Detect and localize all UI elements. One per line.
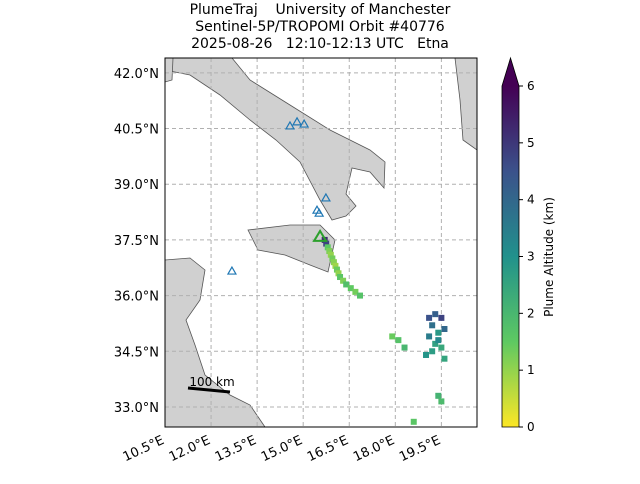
colorbar-fill bbox=[502, 86, 519, 427]
plume-pixel bbox=[330, 259, 337, 266]
grid bbox=[164, 58, 477, 427]
colorbar-tick-label: 1 bbox=[527, 363, 535, 377]
plume-pixel bbox=[438, 398, 445, 405]
plume-pixel bbox=[352, 288, 359, 295]
plume-pixel bbox=[347, 285, 354, 292]
colorbar-tick-label: 5 bbox=[527, 136, 535, 150]
colorbar-tick-label: 6 bbox=[527, 79, 535, 93]
plume-pixel bbox=[438, 314, 445, 321]
plume-pixel bbox=[441, 355, 448, 362]
plot-frame bbox=[164, 57, 478, 428]
plume-pixel bbox=[426, 314, 433, 321]
volcano-marker bbox=[284, 120, 296, 130]
plume-pixel bbox=[335, 270, 342, 277]
y-tick-label: 42.0°N bbox=[114, 67, 159, 82]
plume-pixel bbox=[340, 277, 347, 284]
volcano-marker bbox=[299, 118, 310, 128]
y-tick-label: 37.5°N bbox=[114, 234, 159, 249]
plume-pixel bbox=[423, 351, 430, 358]
plume-pixel bbox=[327, 251, 334, 258]
plume-pixel bbox=[324, 244, 331, 251]
plume-pixel bbox=[435, 392, 442, 399]
title-line: PlumeTraj University of Manchester bbox=[190, 2, 451, 18]
x-tick-label: 10.5°E bbox=[121, 433, 167, 465]
x-tick-label: 15.0°E bbox=[259, 433, 305, 465]
colorbar-tick-label: 0 bbox=[527, 420, 535, 434]
x-tick-label: 13.5°E bbox=[213, 433, 259, 465]
volcano-marker bbox=[320, 192, 331, 202]
colorbar-tick-label: 4 bbox=[527, 193, 535, 207]
plume-pixel bbox=[326, 248, 333, 255]
plume-pixel bbox=[435, 329, 442, 336]
colorbar: 0 1 2 3 4 5 6 bbox=[501, 56, 535, 434]
y-tick-label: 40.5°N bbox=[114, 123, 159, 138]
plume-pixel bbox=[429, 348, 436, 355]
scale-bar-label: 100 km bbox=[189, 375, 234, 389]
y-tick-label: 39.0°N bbox=[114, 178, 159, 193]
volcano-marker bbox=[292, 116, 303, 126]
x-tick-label: 19.5°E bbox=[397, 433, 443, 465]
volcano-marker bbox=[226, 265, 237, 275]
plume-pixel bbox=[432, 340, 439, 347]
plume-pixel bbox=[432, 311, 439, 318]
volcano-marker bbox=[314, 207, 325, 217]
y-tick-label: 36.0°N bbox=[114, 290, 159, 305]
colorbar-tick-label: 2 bbox=[527, 306, 535, 320]
plume-pixel bbox=[333, 266, 340, 273]
plume-pixel bbox=[343, 281, 350, 288]
title-line: 2025-08-26 12:10-12:13 UTC Etna bbox=[191, 36, 449, 52]
plume-pixel bbox=[410, 418, 417, 425]
x-tick-label: 18.0°E bbox=[351, 433, 397, 465]
plume-pixel bbox=[357, 292, 363, 299]
plume-pixel bbox=[329, 255, 336, 262]
colorbar-tick-label: 3 bbox=[527, 250, 535, 264]
plume-pixel bbox=[429, 322, 436, 329]
plume-pixel bbox=[389, 333, 396, 340]
plume-pixel bbox=[401, 344, 408, 351]
x-tick-label: 16.5°E bbox=[305, 433, 351, 465]
plume-pixel bbox=[323, 240, 330, 247]
colorbar-extend bbox=[502, 58, 519, 86]
colorbar-label: Plume Altitude (km) bbox=[542, 197, 556, 317]
target-volcano bbox=[312, 228, 328, 242]
x-tick-label: 12.0°E bbox=[167, 433, 213, 465]
plume-pixel bbox=[395, 337, 402, 344]
plume-pixel bbox=[441, 325, 448, 332]
marks bbox=[226, 116, 448, 425]
scale-bar bbox=[187, 386, 231, 394]
title-line: Sentinel-5P/TROPOMI Orbit #40776 bbox=[195, 19, 445, 35]
land bbox=[164, 57, 478, 428]
plume-pixel bbox=[426, 333, 433, 340]
plume-pixel bbox=[337, 274, 344, 281]
plume-pixel bbox=[438, 344, 445, 351]
colorbar-outline bbox=[501, 56, 520, 428]
y-tick-label: 34.5°N bbox=[114, 345, 159, 360]
plume-pixel bbox=[435, 337, 442, 344]
y-tick-label: 33.0°N bbox=[114, 401, 159, 416]
plume-pixel bbox=[332, 262, 339, 269]
